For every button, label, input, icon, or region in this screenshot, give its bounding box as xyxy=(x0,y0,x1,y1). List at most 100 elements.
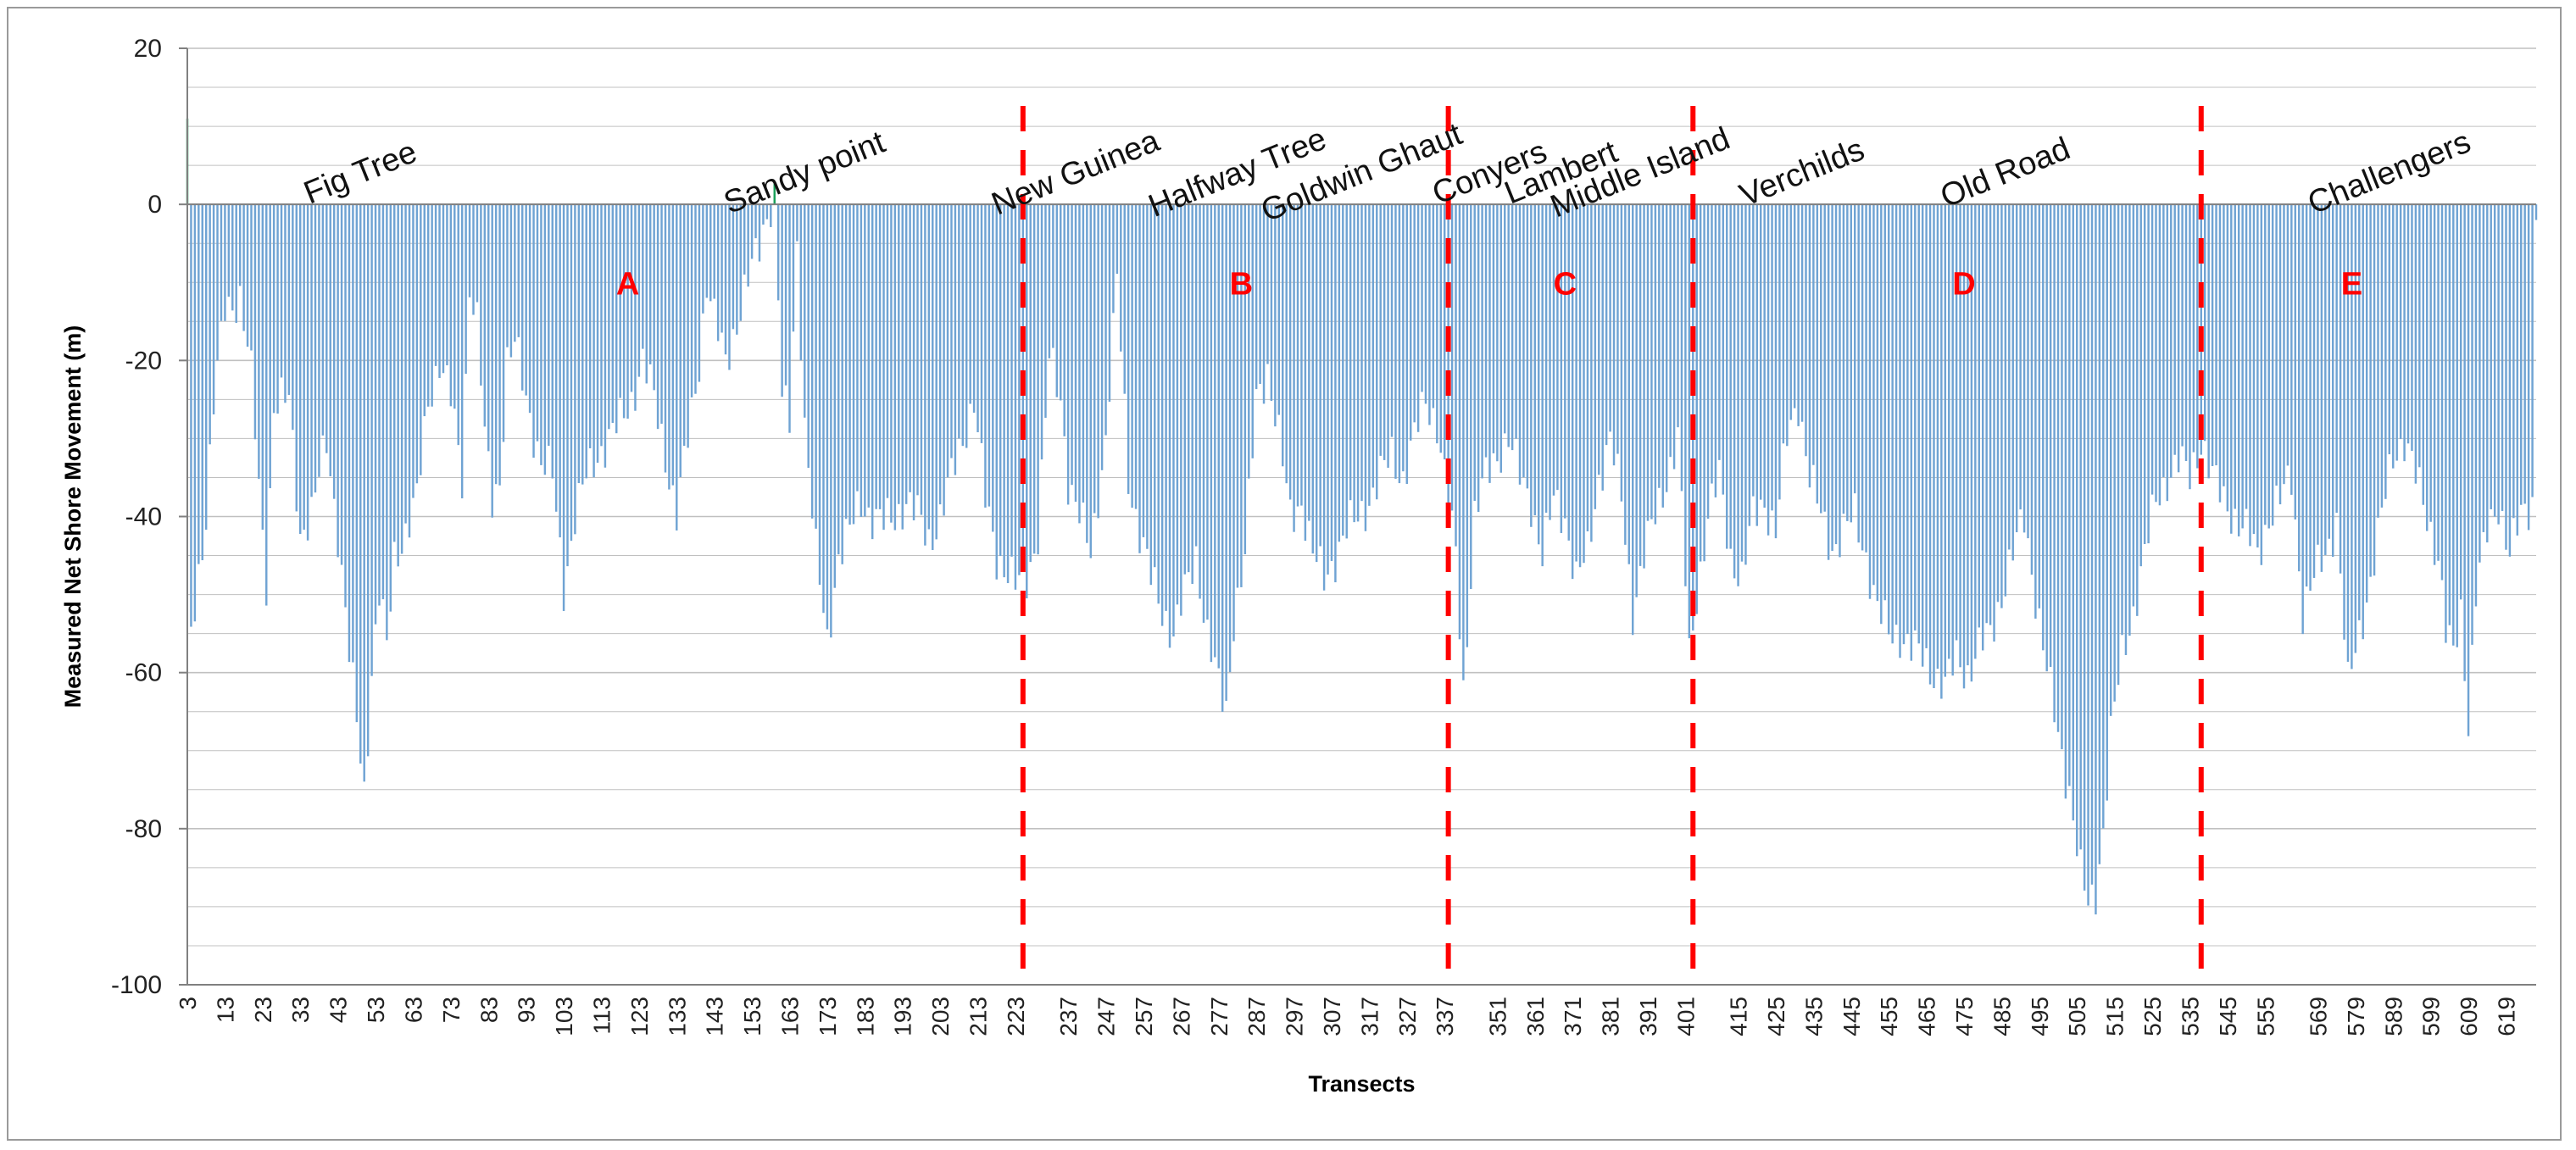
bar xyxy=(1202,204,1205,623)
bar xyxy=(1360,204,1363,502)
bar xyxy=(506,204,509,347)
bar xyxy=(2531,204,2534,497)
x-tick-label: 33 xyxy=(287,997,314,1023)
bar xyxy=(2011,204,2014,561)
bar xyxy=(1933,204,1935,688)
bar xyxy=(329,204,331,477)
bar xyxy=(1183,204,1187,575)
bar xyxy=(355,204,359,723)
bar xyxy=(694,204,697,394)
bar xyxy=(1646,204,1650,521)
bar xyxy=(1443,204,1446,460)
bar xyxy=(1978,204,1980,628)
bar xyxy=(2290,204,2293,495)
bar xyxy=(615,204,618,434)
bar xyxy=(916,204,919,496)
bar xyxy=(976,204,979,433)
bar xyxy=(1511,204,1514,451)
bar xyxy=(2090,204,2094,885)
bar xyxy=(1353,204,1355,523)
bar xyxy=(2501,204,2504,511)
bar xyxy=(298,204,302,535)
bar xyxy=(2019,204,2022,510)
bar xyxy=(2429,204,2432,522)
bar xyxy=(634,204,637,411)
bar xyxy=(2106,204,2108,801)
bar xyxy=(566,204,569,567)
x-tick-label: 93 xyxy=(514,997,540,1023)
bar xyxy=(2448,204,2451,625)
bar xyxy=(1484,204,1488,458)
bar xyxy=(754,204,757,239)
bar xyxy=(1899,204,1901,658)
bar xyxy=(514,204,516,342)
bar xyxy=(995,204,998,580)
bar xyxy=(770,204,772,227)
bar xyxy=(1032,204,1036,554)
bar xyxy=(1733,204,1736,579)
bar xyxy=(1729,204,1732,549)
bar xyxy=(1752,204,1755,497)
bar xyxy=(2139,204,2142,567)
bar xyxy=(2004,204,2007,597)
bar xyxy=(1120,204,1122,352)
bar xyxy=(705,204,709,298)
bar xyxy=(2497,204,2500,525)
bar xyxy=(871,204,874,540)
bar xyxy=(1462,204,1465,681)
bar xyxy=(1530,204,1533,527)
bar xyxy=(2079,204,2082,850)
bar xyxy=(1018,204,1021,575)
bar xyxy=(2245,204,2248,509)
bar xyxy=(2463,204,2466,681)
bar xyxy=(792,204,795,332)
bar xyxy=(2377,204,2379,518)
bar xyxy=(198,204,200,564)
bar xyxy=(1379,204,1382,456)
bar xyxy=(893,204,897,531)
x-tick-label: 113 xyxy=(588,997,615,1035)
bar xyxy=(988,204,991,507)
bar xyxy=(1800,204,1804,422)
bar xyxy=(1319,204,1321,547)
bar xyxy=(1322,204,1326,591)
bar xyxy=(2136,204,2139,616)
bar xyxy=(2388,204,2391,455)
bar xyxy=(487,204,490,452)
bar xyxy=(404,204,407,524)
bar xyxy=(750,204,754,259)
bar xyxy=(1338,204,1341,542)
bar xyxy=(1703,204,1705,562)
x-tick-label: 495 xyxy=(2027,997,2053,1036)
bar xyxy=(830,204,832,638)
bar xyxy=(1677,204,1679,428)
bar xyxy=(1473,204,1476,501)
bar xyxy=(1387,204,1389,468)
bar xyxy=(1225,204,1227,701)
bar xyxy=(1402,204,1405,472)
bar xyxy=(1951,204,1954,676)
x-tick-label: 277 xyxy=(1206,997,1232,1036)
bar xyxy=(2173,204,2176,455)
bar xyxy=(1921,204,1924,667)
x-tick-label: 555 xyxy=(2252,997,2278,1036)
bar xyxy=(2516,204,2519,536)
bar xyxy=(1650,204,1653,519)
bar xyxy=(2331,204,2334,558)
bar xyxy=(1014,204,1017,590)
bar xyxy=(1726,204,1728,549)
bar xyxy=(702,204,704,314)
bar xyxy=(1643,204,1645,569)
bar xyxy=(1274,204,1277,427)
bar xyxy=(1876,204,1879,602)
x-tick-label: 435 xyxy=(1800,997,1827,1036)
bar xyxy=(927,204,931,530)
x-tick-label: 381 xyxy=(1598,997,1624,1036)
bar xyxy=(2264,204,2267,525)
bar xyxy=(878,204,882,509)
bar xyxy=(1394,204,1397,479)
bar xyxy=(457,204,459,446)
bar xyxy=(1288,204,1292,500)
bar xyxy=(1985,204,1988,624)
bar xyxy=(220,204,223,321)
